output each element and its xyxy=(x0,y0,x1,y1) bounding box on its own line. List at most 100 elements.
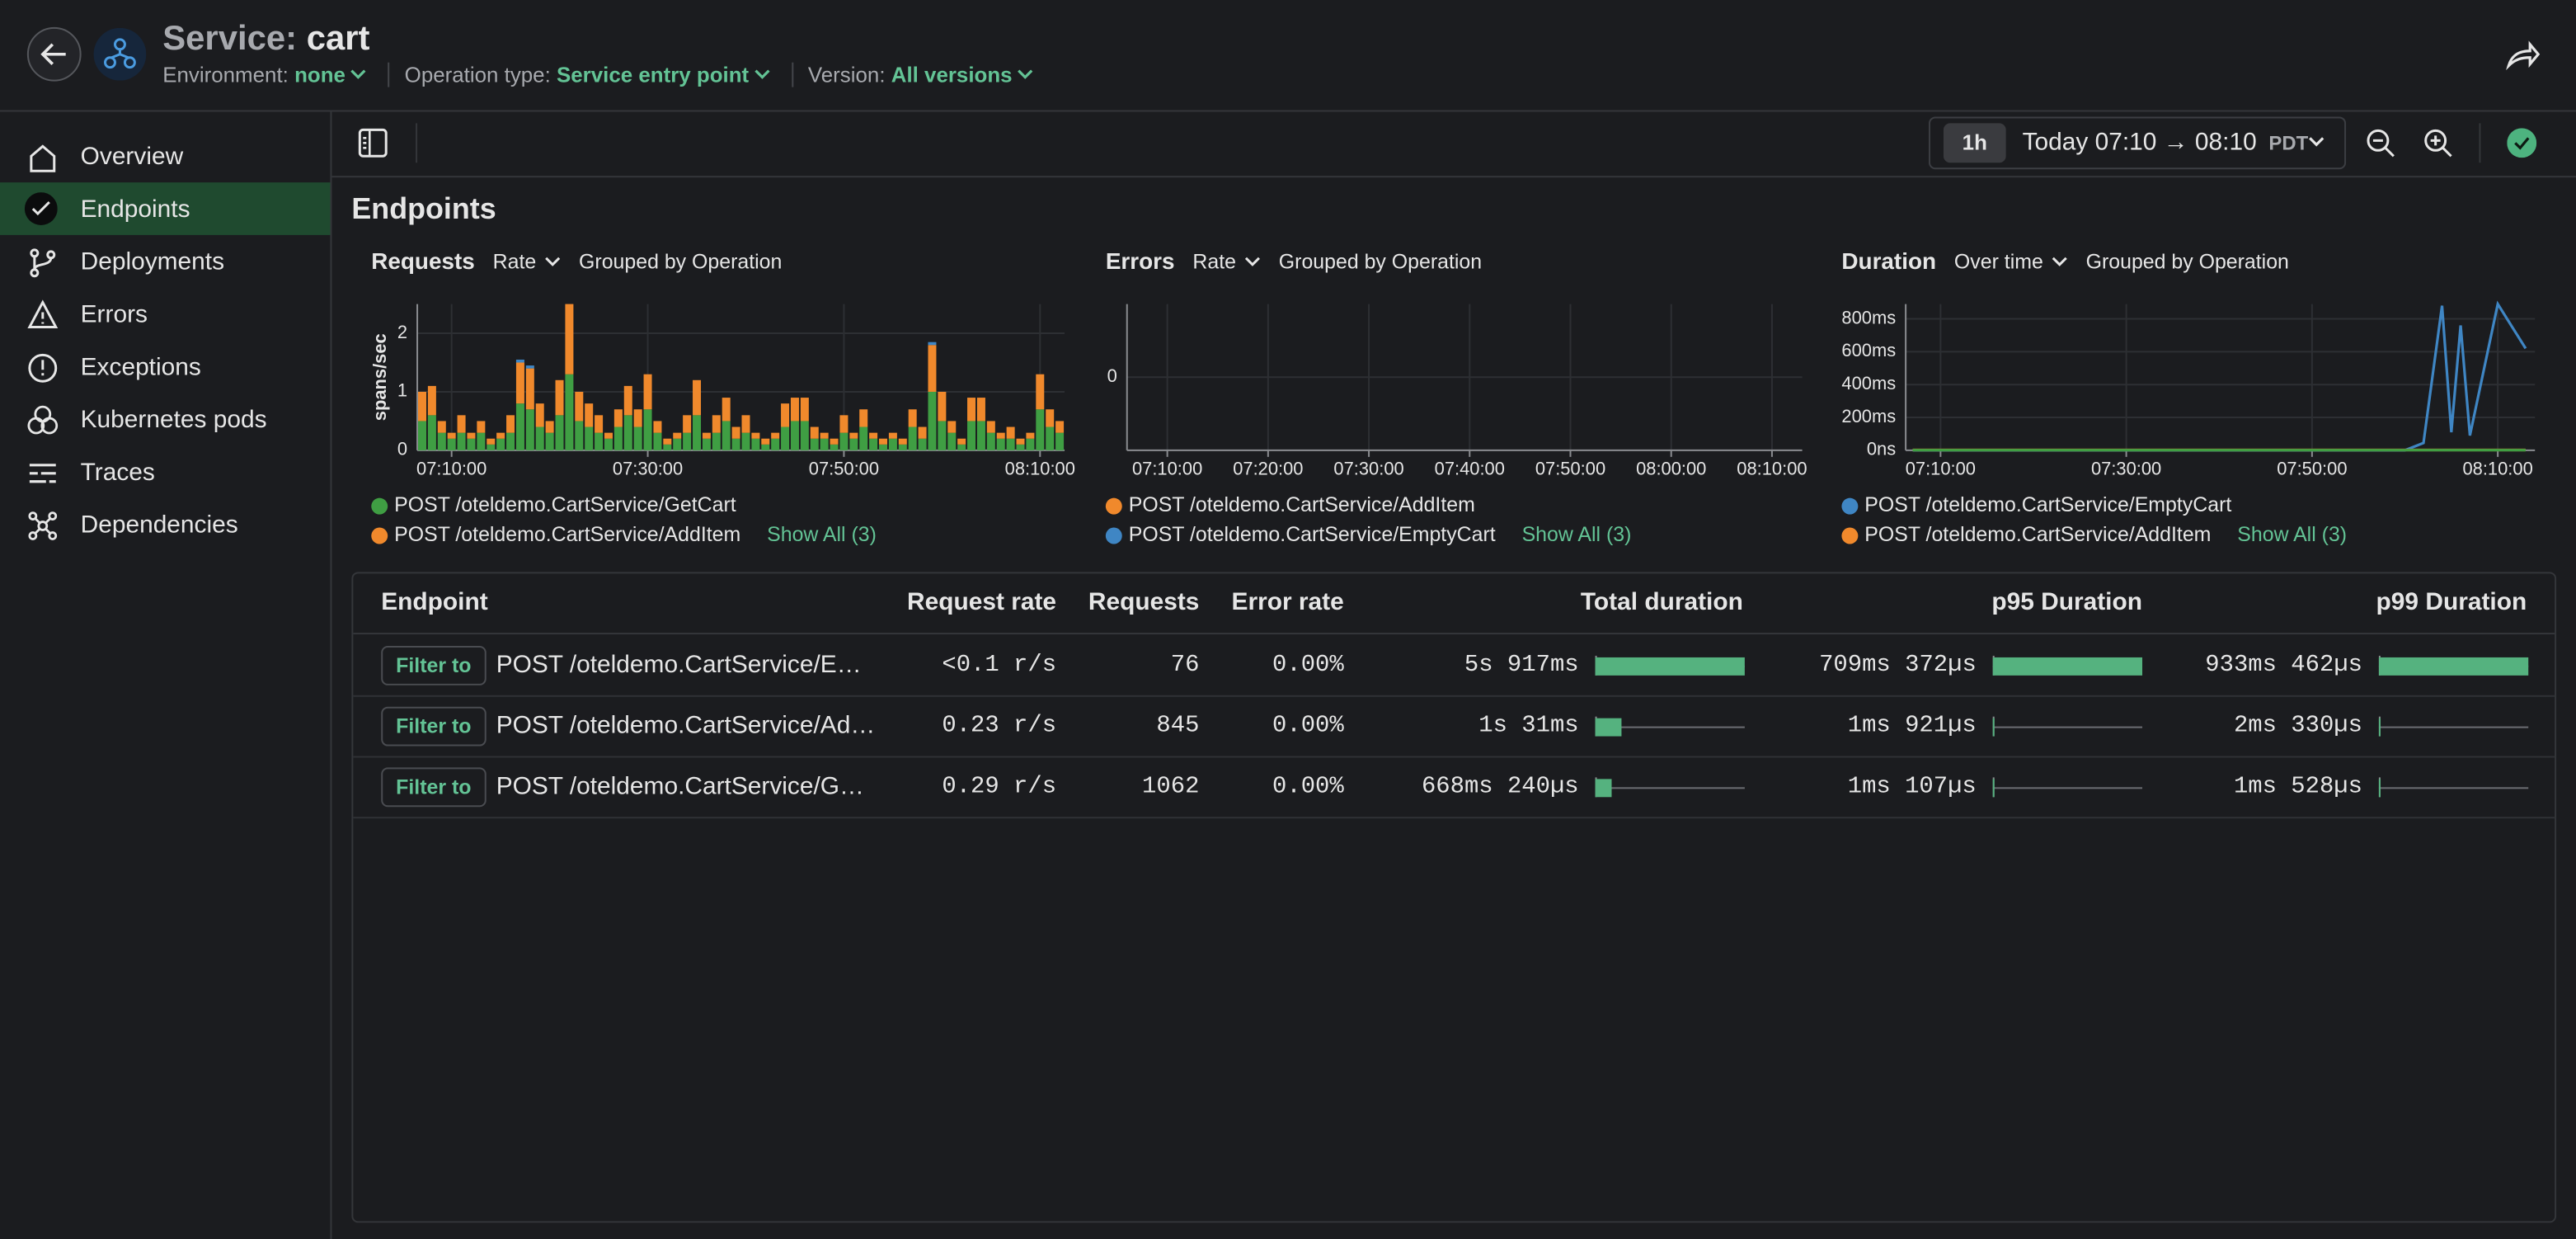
filter-button[interactable]: Filter to xyxy=(381,766,487,807)
nav-label: Endpoints xyxy=(80,195,190,223)
bar xyxy=(947,421,957,433)
status-ok[interactable] xyxy=(2507,128,2537,158)
env-label: Environment: xyxy=(162,62,289,87)
chart-mode[interactable]: Rate xyxy=(1192,250,1236,273)
bar xyxy=(585,426,594,450)
bar xyxy=(673,438,682,450)
bar-track xyxy=(1992,725,2143,728)
chart-mode[interactable]: Rate xyxy=(493,250,537,273)
share-button[interactable] xyxy=(2503,36,2541,73)
bar xyxy=(947,432,957,450)
back-button[interactable] xyxy=(26,26,82,82)
bar xyxy=(849,438,858,450)
legend-swatch xyxy=(1105,527,1122,544)
bar xyxy=(477,432,486,450)
env-value[interactable]: none xyxy=(294,62,346,87)
row-border xyxy=(353,756,2555,758)
y-tick-label: 400ms xyxy=(1841,373,1896,393)
zoom-out[interactable] xyxy=(2366,128,2395,158)
nav-item[interactable]: Deployments xyxy=(0,235,330,288)
bar xyxy=(535,403,544,427)
bar xyxy=(437,432,446,450)
bar-start xyxy=(1992,776,1995,797)
bar xyxy=(1016,438,1025,445)
bar xyxy=(613,426,623,450)
legend-label: POST /oteldemo.CartService/AddItem xyxy=(1129,493,1475,516)
bar xyxy=(427,385,436,416)
x-tick-label: 07:30:00 xyxy=(613,459,683,479)
series: POST /oteldemo.CartService/GetCart xyxy=(418,374,1065,450)
bar xyxy=(1026,438,1035,450)
chevron xyxy=(1244,257,1260,266)
nav-item[interactable]: Exceptions xyxy=(0,340,330,393)
column-header: p99 Duration xyxy=(2376,588,2527,617)
icon xyxy=(30,248,56,278)
duration-bar xyxy=(1595,717,1622,736)
bar xyxy=(888,432,897,439)
range-preset[interactable]: 1h xyxy=(1943,123,2006,163)
bar xyxy=(976,398,985,422)
bar xyxy=(741,432,750,450)
y-tick-label: 1 xyxy=(397,380,407,401)
bar xyxy=(1006,426,1015,439)
zoom-in[interactable] xyxy=(2423,128,2453,158)
op-value[interactable]: Service entry point xyxy=(557,62,750,87)
bar xyxy=(633,426,642,450)
duration: 933ms 462µs xyxy=(2205,651,2362,678)
time-range[interactable] xyxy=(1929,116,2347,170)
chart-mode[interactable]: Over time xyxy=(1954,250,2043,273)
bar xyxy=(761,438,770,445)
filter-button[interactable]: Filter to xyxy=(381,705,487,746)
legend-label: POST /oteldemo.CartService/AddItem xyxy=(1864,523,2211,546)
bar xyxy=(918,426,927,439)
row-border xyxy=(353,695,2555,697)
bar xyxy=(525,409,534,450)
endpoints-table: Endpoint Request rate Requests Error rate To… xyxy=(351,572,2557,1223)
nav-item[interactable]: Errors xyxy=(0,288,330,341)
nav-label: Deployments xyxy=(80,247,225,276)
chevron xyxy=(2309,137,2325,147)
nav-item[interactable]: Traces xyxy=(0,445,330,498)
bar xyxy=(595,415,604,433)
timezone[interactable]: PDT xyxy=(2268,131,2309,155)
bar xyxy=(1036,374,1045,410)
nav-item[interactable]: Dependencies xyxy=(0,498,330,551)
bar xyxy=(859,426,868,450)
chevron xyxy=(754,69,770,79)
show-all[interactable]: Show All (3) xyxy=(1522,523,1632,546)
filter-button[interactable]: Filter to xyxy=(381,644,487,685)
bar xyxy=(653,421,662,433)
nav-item-active[interactable]: Endpoints xyxy=(0,182,331,235)
show-all[interactable]: Show All (3) xyxy=(767,523,877,546)
bar xyxy=(643,374,652,410)
bar xyxy=(663,444,672,450)
nav-item[interactable]: Kubernetes pods xyxy=(0,393,330,445)
bar xyxy=(496,438,505,450)
bar xyxy=(515,362,524,404)
bar xyxy=(477,421,486,433)
duration: 1ms 107µs xyxy=(1847,773,1977,800)
nav-item[interactable]: Overview xyxy=(0,130,330,182)
version-value[interactable]: All versions xyxy=(891,62,1013,87)
bar xyxy=(839,415,848,433)
bar xyxy=(888,438,897,450)
header-border xyxy=(353,633,2555,635)
bar xyxy=(790,398,799,422)
duration: 668ms 240µs xyxy=(1421,773,1579,800)
bar xyxy=(938,391,947,422)
legend-swatch xyxy=(371,497,388,515)
bar xyxy=(800,398,809,422)
chevron xyxy=(545,257,561,266)
chart-grouping: Grouped by Operation xyxy=(2086,250,2289,273)
bar xyxy=(967,421,976,450)
panel-toggle[interactable] xyxy=(358,128,388,158)
bar xyxy=(1046,426,1055,450)
bar xyxy=(751,438,760,450)
bar xyxy=(879,444,888,450)
bar xyxy=(722,421,731,450)
legend-label: POST /oteldemo.CartService/EmptyCart xyxy=(1129,523,1496,546)
bar xyxy=(633,409,642,427)
show-all[interactable]: Show All (3) xyxy=(2237,523,2347,546)
